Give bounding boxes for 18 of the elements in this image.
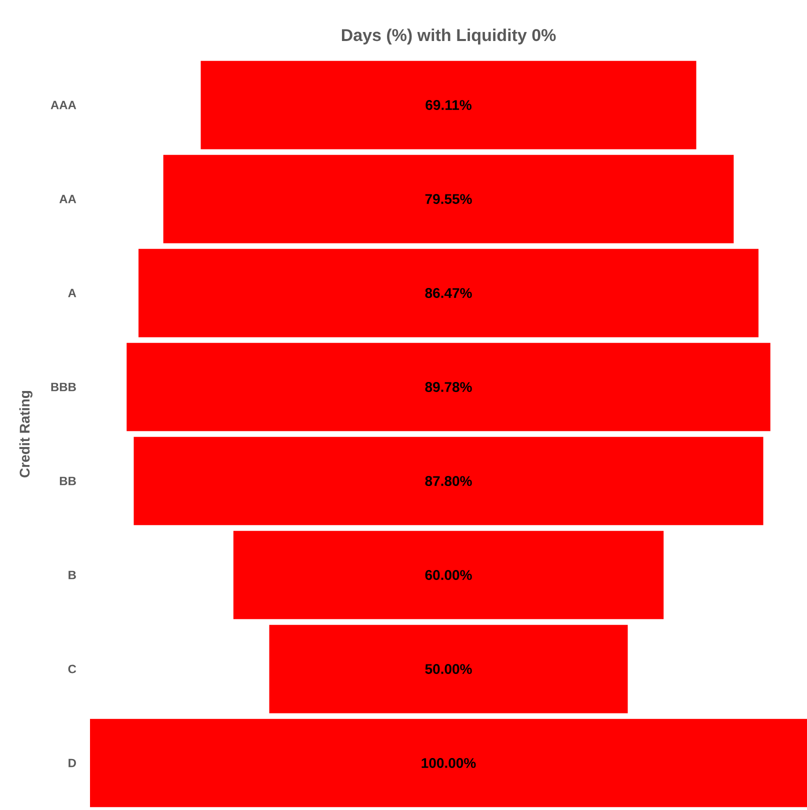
data-label: 86.47% xyxy=(425,288,472,298)
text: Credit Rating xyxy=(19,391,32,478)
text: Days (%) with Liquidity 0% xyxy=(342,28,556,44)
data-label: 89.78% xyxy=(425,382,472,392)
data-label: 60.00% xyxy=(425,570,472,580)
category-label: B xyxy=(68,570,76,580)
category-label: BBB xyxy=(51,382,76,392)
category-label: BB xyxy=(60,476,76,486)
category-label: AA xyxy=(59,194,76,204)
data-label: 100.00% xyxy=(422,758,476,768)
category-label: A xyxy=(68,288,76,298)
data-label: 69.11% xyxy=(426,100,472,110)
category-label: AAA xyxy=(50,100,76,110)
data-label: 50.00% xyxy=(425,664,472,674)
data-label: 79.55% xyxy=(425,194,472,204)
data-label: 87.80% xyxy=(425,476,472,486)
category-label: D xyxy=(68,758,76,768)
category-label: C xyxy=(68,664,76,674)
